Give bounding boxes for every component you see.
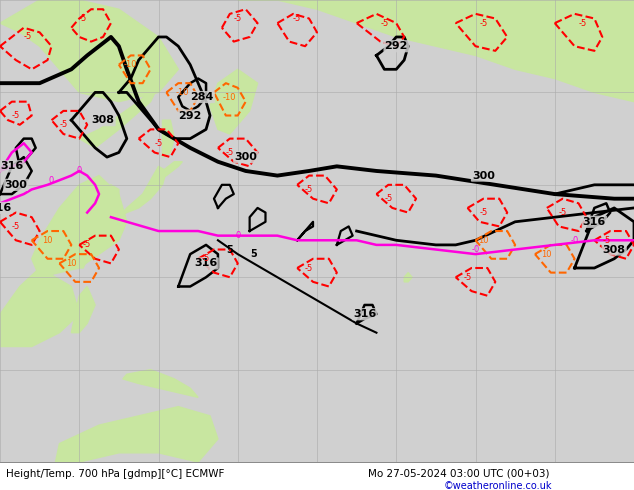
Polygon shape (79, 69, 166, 148)
Text: 308: 308 (603, 245, 626, 254)
Text: -0: -0 (471, 245, 480, 254)
Text: -5: -5 (11, 222, 20, 231)
Text: ©weatheronline.co.uk: ©weatheronline.co.uk (444, 481, 552, 490)
Polygon shape (71, 287, 95, 333)
Text: 5: 5 (226, 245, 233, 254)
Text: -5: -5 (384, 194, 392, 203)
Text: -5: -5 (202, 254, 210, 263)
Text: 316: 316 (195, 258, 217, 269)
Polygon shape (0, 0, 178, 101)
Text: 0: 0 (235, 231, 240, 240)
Text: Height/Temp. 700 hPa [gdmp][°C] ECMWF: Height/Temp. 700 hPa [gdmp][°C] ECMWF (6, 469, 224, 479)
Text: -5: -5 (79, 14, 87, 23)
Polygon shape (0, 268, 79, 346)
Text: -5: -5 (602, 236, 611, 245)
Text: 10: 10 (42, 236, 53, 245)
Polygon shape (404, 272, 412, 282)
Text: 284: 284 (190, 92, 214, 102)
Polygon shape (162, 120, 174, 157)
Text: 10: 10 (541, 249, 552, 259)
Polygon shape (79, 249, 87, 268)
Text: -10: -10 (223, 93, 236, 101)
Polygon shape (119, 166, 166, 217)
Text: -5: -5 (83, 241, 91, 249)
Text: -5: -5 (226, 148, 234, 157)
Polygon shape (0, 0, 634, 462)
Polygon shape (123, 369, 198, 397)
Polygon shape (158, 162, 183, 180)
Text: -0: -0 (571, 236, 579, 245)
Text: -5: -5 (23, 32, 32, 42)
Text: -5: -5 (293, 14, 301, 23)
Text: -5: -5 (380, 19, 389, 27)
Text: -10: -10 (176, 88, 189, 97)
Polygon shape (238, 0, 634, 101)
Text: 0: 0 (77, 167, 82, 175)
Text: 5: 5 (250, 249, 257, 259)
Polygon shape (56, 407, 218, 462)
Text: 10: 10 (478, 236, 489, 245)
Text: 10: 10 (66, 259, 77, 268)
Text: -5: -5 (463, 273, 472, 282)
Polygon shape (103, 185, 119, 213)
Text: 0: 0 (49, 176, 54, 185)
Text: 300: 300 (234, 152, 257, 162)
Text: Mo 27-05-2024 03:00 UTC (00+03): Mo 27-05-2024 03:00 UTC (00+03) (368, 469, 549, 479)
Text: -10: -10 (124, 60, 138, 69)
Text: 316: 316 (0, 161, 23, 172)
Text: -5: -5 (479, 19, 488, 27)
Text: 316: 316 (0, 203, 11, 213)
Text: 316: 316 (353, 309, 376, 319)
Polygon shape (210, 69, 257, 134)
Text: -5: -5 (305, 185, 313, 194)
Text: 292: 292 (385, 41, 408, 51)
Text: -5: -5 (305, 264, 313, 272)
Text: -5: -5 (11, 111, 20, 120)
Text: 292: 292 (179, 111, 202, 121)
Text: 308: 308 (91, 115, 115, 125)
Text: 300: 300 (472, 171, 495, 181)
Text: -5: -5 (578, 19, 586, 27)
Text: 316: 316 (583, 217, 606, 227)
Text: -5: -5 (479, 208, 488, 217)
Polygon shape (32, 175, 127, 277)
Text: -5: -5 (559, 208, 567, 217)
Text: 300: 300 (4, 180, 27, 190)
Text: -5: -5 (233, 14, 242, 23)
Text: -5: -5 (59, 120, 68, 129)
Text: -5: -5 (154, 139, 163, 148)
